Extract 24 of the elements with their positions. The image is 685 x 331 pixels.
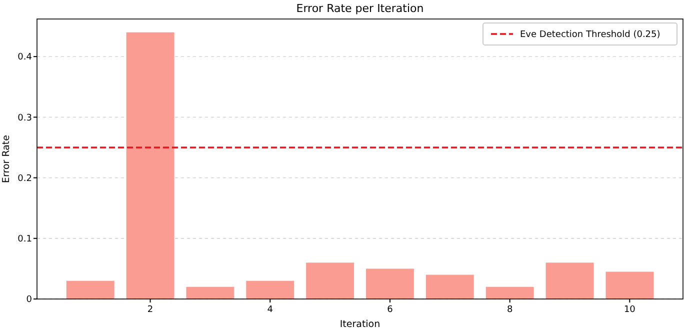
- x-tick-label: 8: [506, 305, 513, 315]
- y-axis-title: Error Rate: [1, 134, 12, 183]
- y-tick-label: 0.3: [18, 113, 32, 124]
- x-axis-title: Iteration: [340, 319, 380, 330]
- x-tick-label: 10: [624, 305, 636, 315]
- bar: [606, 272, 654, 299]
- bar: [546, 262, 594, 299]
- bar: [306, 262, 354, 299]
- bar: [126, 32, 174, 299]
- bar: [186, 286, 234, 299]
- y-tick-label: 0: [26, 295, 32, 306]
- bar: [66, 280, 114, 299]
- chart-title: Error Rate per Iteration: [296, 2, 424, 15]
- x-tick-label: 6: [387, 305, 394, 315]
- x-tick-label: 4: [267, 305, 274, 315]
- x-tick-label: 2: [147, 305, 154, 315]
- bar: [426, 274, 474, 299]
- legend-label: Eve Detection Threshold (0.25): [520, 30, 660, 40]
- y-tick-label: 0.4: [18, 52, 32, 63]
- bar: [246, 280, 294, 299]
- bar: [486, 286, 534, 299]
- y-tick-label: 0.1: [18, 234, 32, 245]
- y-tick-label: 0.2: [18, 174, 32, 184]
- bar: [366, 268, 414, 299]
